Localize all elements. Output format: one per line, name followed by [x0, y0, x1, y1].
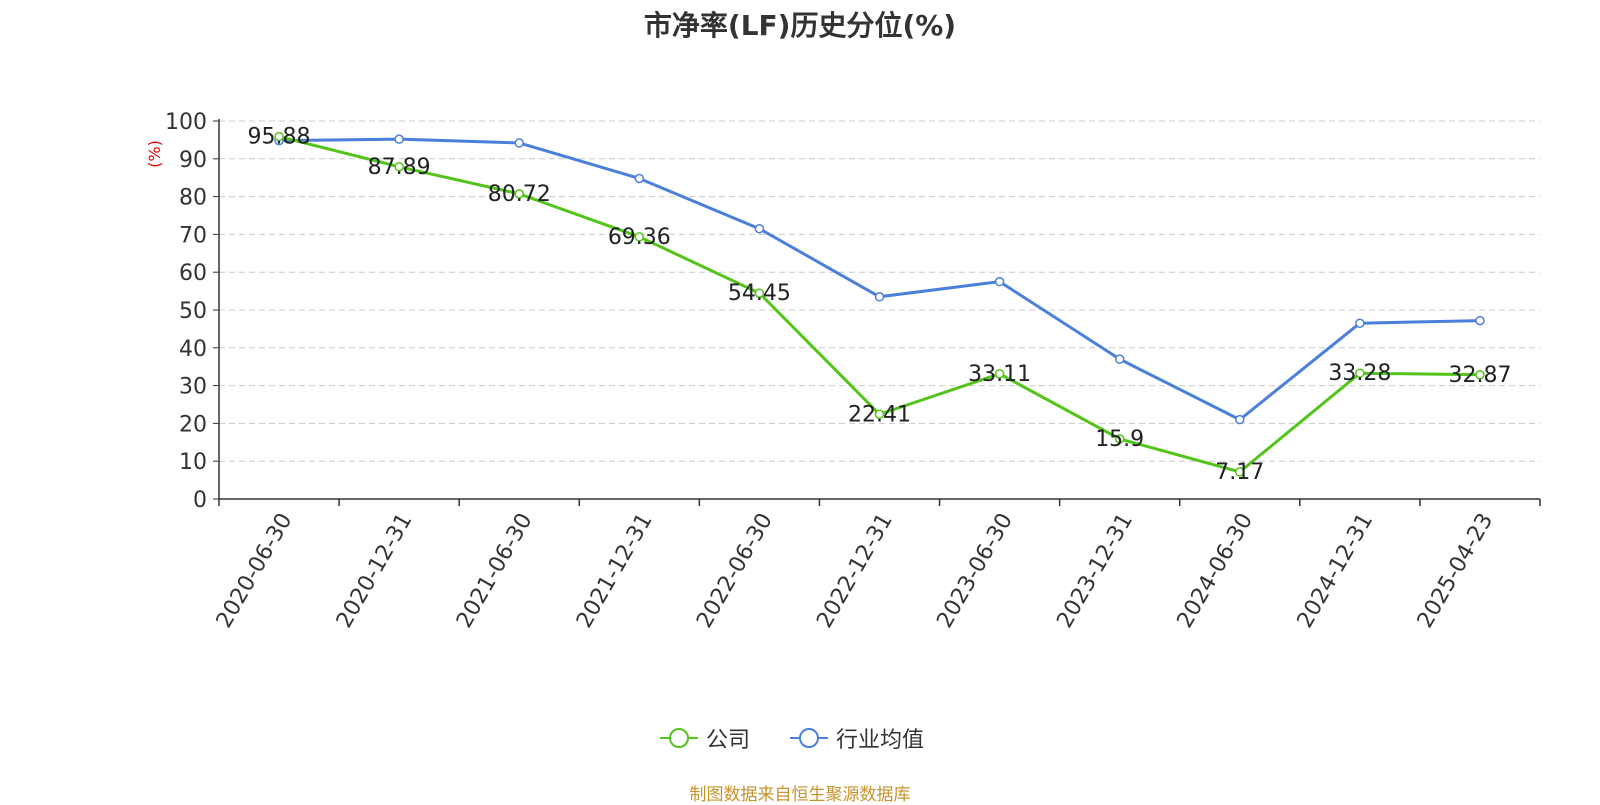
y-tick-label: 10 [179, 450, 207, 475]
x-tick-label: 2020-06-30 [212, 509, 298, 632]
y-tick-label: 40 [179, 337, 207, 362]
data-label: 69.36 [608, 225, 671, 250]
legend-company-icon [660, 728, 698, 748]
chart-title: 市净率(LF)历史分位(%) [643, 9, 957, 42]
data-label-layer: 95.88 87.89 80.72 69.36 54.45 22.41 33.11 15.9 7… [248, 125, 1512, 485]
data-label: 32.87 [1448, 363, 1511, 388]
data-point-industry [1475, 315, 1485, 326]
y-tick-label: 0 [193, 488, 207, 513]
y-tick-label: 90 [179, 148, 207, 173]
legend-item-industry[interactable]: 行业均值 [790, 722, 924, 754]
data-label: 95.88 [248, 125, 311, 150]
series-layer [274, 131, 1485, 477]
legend-item-company[interactable]: 公司 [660, 722, 750, 754]
data-label: 87.89 [368, 155, 431, 180]
x-tick-label: 2025-04-23 [1413, 509, 1499, 632]
source-note: 制图数据来自恒生聚源数据库 [689, 785, 911, 805]
data-point-industry [1114, 354, 1125, 364]
data-point-company [1114, 434, 1125, 444]
data-point-industry [754, 223, 765, 234]
grid-layer [219, 120, 1540, 462]
y-tick-label: 60 [179, 261, 207, 286]
data-label: 33.28 [1328, 361, 1391, 386]
data-label: 54.45 [728, 281, 791, 306]
y-tick-label: 70 [179, 223, 207, 248]
data-point-company [1475, 370, 1485, 380]
legend-industry-label: 行业均值 [836, 728, 925, 753]
y-tick-label: 80 [179, 186, 207, 211]
data-point-company [874, 409, 885, 420]
x-tick-label: 2020-12-31 [332, 509, 418, 632]
data-point-industry [1355, 318, 1365, 328]
x-tick-label: 2021-12-31 [572, 509, 658, 632]
data-point-industry [1235, 414, 1245, 425]
legend-company-label: 公司 [706, 728, 751, 753]
data-point-industry [874, 292, 885, 302]
data-point-company [754, 288, 765, 298]
data-label: 33.11 [968, 362, 1031, 387]
data-point-industry [994, 276, 1005, 287]
x-tick-label: 2022-06-30 [692, 509, 778, 632]
x-tick-label: 2023-06-30 [932, 509, 1018, 632]
data-point-company [994, 369, 1005, 379]
legend-industry-icon [790, 728, 828, 748]
data-label: 15.9 [1095, 427, 1144, 452]
data-point-industry [514, 138, 524, 148]
data-point-company [634, 232, 645, 242]
y-tick-label: 20 [179, 412, 207, 437]
x-tick-label: 2021-06-30 [452, 509, 538, 632]
x-tick-label: 2024-12-31 [1293, 509, 1379, 632]
x-tick-label: 2024-06-30 [1173, 509, 1259, 632]
data-point-company [394, 162, 404, 172]
y-tick-label: 50 [179, 299, 207, 324]
data-point-company [514, 189, 524, 199]
data-point-company [1235, 467, 1245, 477]
data-point-industry [634, 173, 645, 184]
data-label: 80.72 [488, 182, 551, 207]
x-tick-label: 2023-12-31 [1052, 509, 1138, 632]
data-label: 22.41 [848, 402, 911, 427]
data-point-company [274, 131, 284, 142]
data-label: 7.17 [1215, 460, 1264, 485]
x-tick-label: 2022-12-31 [812, 509, 898, 632]
data-point-industry [394, 134, 404, 144]
data-point-company [1355, 368, 1365, 378]
y-tick-label: 30 [179, 375, 207, 400]
y-tick-label: 100 [165, 110, 207, 135]
y-axis-title: (%) [145, 140, 164, 168]
